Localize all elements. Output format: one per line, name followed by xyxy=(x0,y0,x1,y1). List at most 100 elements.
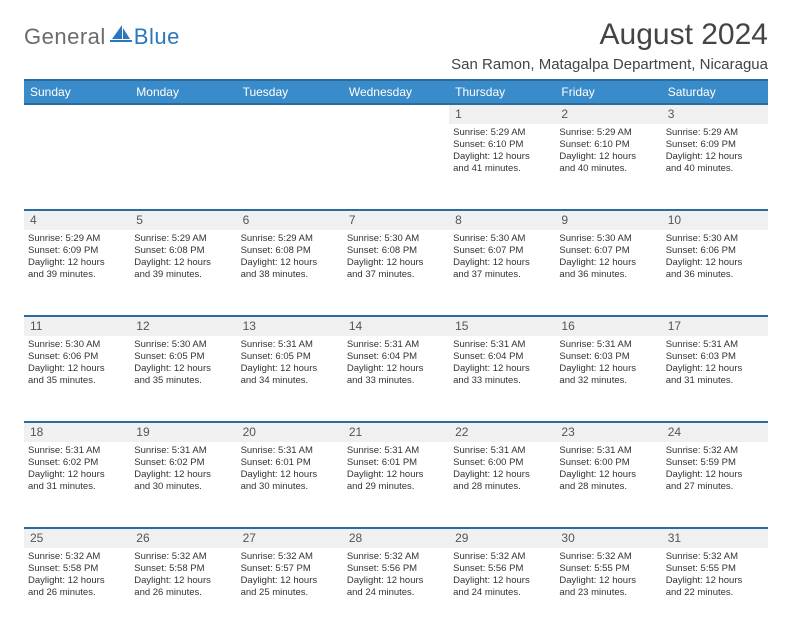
daylight-line-1: Daylight: 12 hours xyxy=(347,469,445,481)
weekday-header: Sunday xyxy=(24,80,130,104)
daylight-line-2: and 41 minutes. xyxy=(453,163,551,175)
day-cell: Sunrise: 5:31 AMSunset: 6:04 PMDaylight:… xyxy=(343,336,449,422)
day-number: 10 xyxy=(662,210,768,230)
day-cell: Sunrise: 5:29 AMSunset: 6:09 PMDaylight:… xyxy=(24,230,130,316)
sunset-line: Sunset: 6:02 PM xyxy=(28,457,126,469)
daylight-line-1: Daylight: 12 hours xyxy=(666,363,764,375)
day-cell: Sunrise: 5:31 AMSunset: 6:03 PMDaylight:… xyxy=(555,336,661,422)
day-number: 21 xyxy=(343,422,449,442)
sunrise-line: Sunrise: 5:32 AM xyxy=(559,551,657,563)
weekday-header: Thursday xyxy=(449,80,555,104)
sunset-line: Sunset: 6:01 PM xyxy=(347,457,445,469)
logo-text-general: General xyxy=(24,24,106,50)
logo: General Blue xyxy=(24,24,180,50)
day-cell: Sunrise: 5:32 AMSunset: 5:55 PMDaylight:… xyxy=(662,548,768,634)
day-number: 5 xyxy=(130,210,236,230)
day-cell: Sunrise: 5:30 AMSunset: 6:05 PMDaylight:… xyxy=(130,336,236,422)
weekday-header: Tuesday xyxy=(237,80,343,104)
sunrise-line: Sunrise: 5:32 AM xyxy=(28,551,126,563)
sunset-line: Sunset: 6:00 PM xyxy=(559,457,657,469)
daylight-line-2: and 39 minutes. xyxy=(28,269,126,281)
day-content-row: Sunrise: 5:31 AMSunset: 6:02 PMDaylight:… xyxy=(24,442,768,528)
sunrise-line: Sunrise: 5:31 AM xyxy=(241,445,339,457)
day-number: 4 xyxy=(24,210,130,230)
sunrise-line: Sunrise: 5:31 AM xyxy=(559,339,657,351)
day-number: 25 xyxy=(24,528,130,548)
sunset-line: Sunset: 6:03 PM xyxy=(666,351,764,363)
sunset-line: Sunset: 6:10 PM xyxy=(559,139,657,151)
day-cell: Sunrise: 5:32 AMSunset: 5:59 PMDaylight:… xyxy=(662,442,768,528)
day-cell: Sunrise: 5:31 AMSunset: 6:03 PMDaylight:… xyxy=(662,336,768,422)
sunrise-line: Sunrise: 5:31 AM xyxy=(28,445,126,457)
day-number: 20 xyxy=(237,422,343,442)
day-cell: Sunrise: 5:31 AMSunset: 6:01 PMDaylight:… xyxy=(343,442,449,528)
daylight-line-2: and 30 minutes. xyxy=(134,481,232,493)
sunrise-line: Sunrise: 5:31 AM xyxy=(241,339,339,351)
sunset-line: Sunset: 5:55 PM xyxy=(666,563,764,575)
day-number xyxy=(130,104,236,124)
daylight-line-1: Daylight: 12 hours xyxy=(559,257,657,269)
day-number: 19 xyxy=(130,422,236,442)
day-number: 2 xyxy=(555,104,661,124)
location: San Ramon, Matagalpa Department, Nicarag… xyxy=(451,56,768,73)
sunset-line: Sunset: 6:05 PM xyxy=(134,351,232,363)
day-cell xyxy=(343,124,449,210)
sunrise-line: Sunrise: 5:32 AM xyxy=(134,551,232,563)
weekday-header: Friday xyxy=(555,80,661,104)
day-content-row: Sunrise: 5:30 AMSunset: 6:06 PMDaylight:… xyxy=(24,336,768,422)
sunset-line: Sunset: 6:07 PM xyxy=(559,245,657,257)
daylight-line-2: and 29 minutes. xyxy=(347,481,445,493)
day-content-row: Sunrise: 5:32 AMSunset: 5:58 PMDaylight:… xyxy=(24,548,768,634)
sunrise-line: Sunrise: 5:29 AM xyxy=(453,127,551,139)
weekday-header-row: SundayMondayTuesdayWednesdayThursdayFrid… xyxy=(24,80,768,104)
day-cell: Sunrise: 5:32 AMSunset: 5:58 PMDaylight:… xyxy=(24,548,130,634)
sunset-line: Sunset: 6:10 PM xyxy=(453,139,551,151)
daylight-line-2: and 32 minutes. xyxy=(559,375,657,387)
daylight-line-1: Daylight: 12 hours xyxy=(666,151,764,163)
sunset-line: Sunset: 5:56 PM xyxy=(347,563,445,575)
daylight-line-2: and 35 minutes. xyxy=(28,375,126,387)
day-number: 17 xyxy=(662,316,768,336)
sunrise-line: Sunrise: 5:32 AM xyxy=(666,445,764,457)
daylight-line-2: and 31 minutes. xyxy=(28,481,126,493)
day-number: 24 xyxy=(662,422,768,442)
daylight-line-1: Daylight: 12 hours xyxy=(666,257,764,269)
daylight-line-1: Daylight: 12 hours xyxy=(28,575,126,587)
daylight-line-2: and 26 minutes. xyxy=(134,587,232,599)
day-cell xyxy=(130,124,236,210)
daylight-line-1: Daylight: 12 hours xyxy=(559,469,657,481)
day-number xyxy=(24,104,130,124)
daylight-line-2: and 36 minutes. xyxy=(559,269,657,281)
day-number: 12 xyxy=(130,316,236,336)
day-number: 8 xyxy=(449,210,555,230)
daylight-line-2: and 27 minutes. xyxy=(666,481,764,493)
day-number: 27 xyxy=(237,528,343,548)
daylight-line-2: and 24 minutes. xyxy=(453,587,551,599)
sunrise-line: Sunrise: 5:29 AM xyxy=(241,233,339,245)
day-cell: Sunrise: 5:31 AMSunset: 6:00 PMDaylight:… xyxy=(449,442,555,528)
day-number: 31 xyxy=(662,528,768,548)
daylight-line-2: and 36 minutes. xyxy=(666,269,764,281)
daylight-line-2: and 25 minutes. xyxy=(241,587,339,599)
logo-text-blue: Blue xyxy=(134,24,180,50)
day-cell: Sunrise: 5:29 AMSunset: 6:08 PMDaylight:… xyxy=(130,230,236,316)
sunset-line: Sunset: 6:05 PM xyxy=(241,351,339,363)
day-number: 13 xyxy=(237,316,343,336)
daylight-line-1: Daylight: 12 hours xyxy=(241,257,339,269)
day-cell: Sunrise: 5:32 AMSunset: 5:57 PMDaylight:… xyxy=(237,548,343,634)
sunrise-line: Sunrise: 5:31 AM xyxy=(134,445,232,457)
sunset-line: Sunset: 5:55 PM xyxy=(559,563,657,575)
sunrise-line: Sunrise: 5:31 AM xyxy=(347,445,445,457)
sunset-line: Sunset: 5:56 PM xyxy=(453,563,551,575)
sunrise-line: Sunrise: 5:30 AM xyxy=(347,233,445,245)
day-number: 11 xyxy=(24,316,130,336)
sunset-line: Sunset: 6:08 PM xyxy=(134,245,232,257)
daylight-line-1: Daylight: 12 hours xyxy=(28,363,126,375)
day-cell: Sunrise: 5:32 AMSunset: 5:56 PMDaylight:… xyxy=(343,548,449,634)
day-number: 28 xyxy=(343,528,449,548)
daylight-line-1: Daylight: 12 hours xyxy=(453,575,551,587)
day-number-row: 25262728293031 xyxy=(24,528,768,548)
day-cell: Sunrise: 5:32 AMSunset: 5:58 PMDaylight:… xyxy=(130,548,236,634)
day-cell: Sunrise: 5:29 AMSunset: 6:08 PMDaylight:… xyxy=(237,230,343,316)
sunrise-line: Sunrise: 5:30 AM xyxy=(666,233,764,245)
